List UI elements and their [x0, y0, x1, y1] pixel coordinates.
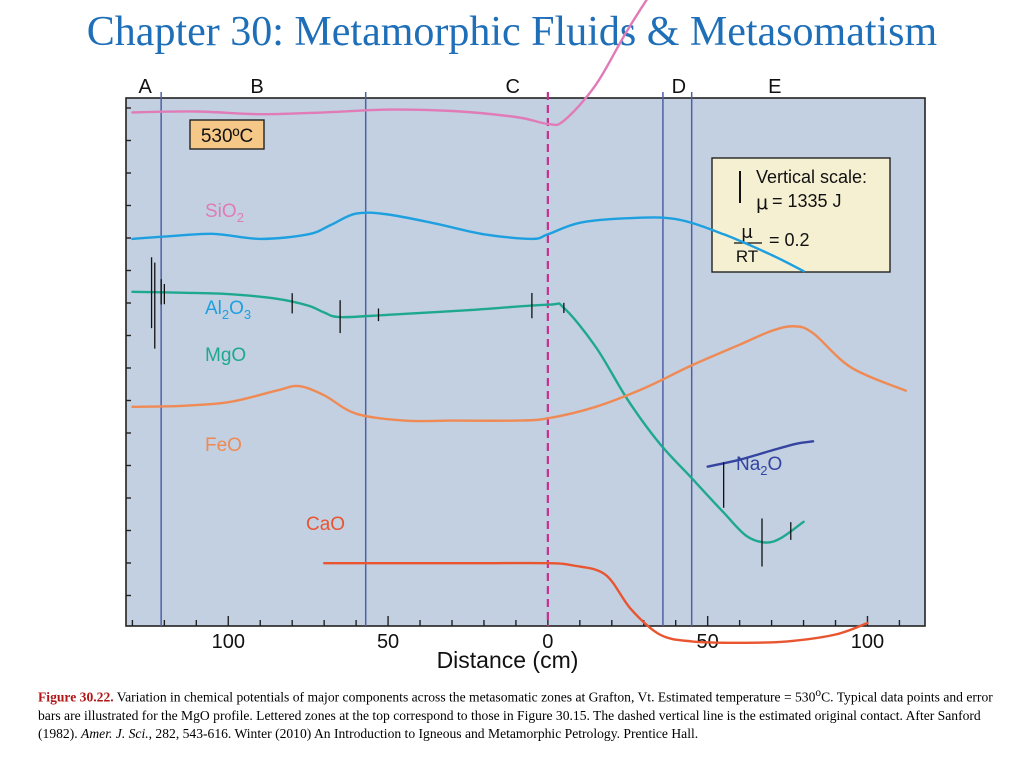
scale-title: Vertical scale: [756, 167, 867, 187]
scale-fraction-denominator: RT [736, 247, 758, 266]
series-label-sio: SiO2 [205, 201, 244, 225]
series-label-al: Al2O3 [205, 298, 251, 322]
temperature-box [189, 119, 265, 150]
series-line-feo [131, 325, 907, 423]
x-tick-label-4: 100 [851, 631, 884, 653]
scale-box [711, 157, 891, 273]
zone-label-b: B [250, 76, 263, 98]
caption-text-1: Variation in chemical potentials of majo… [113, 689, 816, 705]
caption-text-2: C. Typical data points and error bars ar… [38, 689, 993, 741]
series-label-cao: CaO [306, 514, 345, 535]
figure-caption: Figure 30.22. Variation in chemical pote… [38, 684, 1018, 743]
scale-fraction-numerator: μ [741, 222, 753, 243]
series-label-na: Na2O [736, 454, 782, 478]
page-title: Chapter 30: Metamorphic Fluids & Metasom… [86, 9, 938, 55]
x-tick-label-0: 100 [212, 631, 245, 653]
series-line-al [131, 211, 805, 273]
zone-label-d: D [672, 76, 686, 98]
figure-label: Figure 30.22. [38, 689, 114, 705]
series-line-sio [131, 0, 648, 127]
scale-mu: μ [756, 192, 768, 214]
zone-label-c: C [505, 76, 519, 98]
series-line-mgo [131, 290, 805, 544]
x-axis-label: Distance (cm) [437, 647, 579, 673]
x-tick-label-1: 50 [377, 631, 399, 653]
zone-label-a: A [139, 76, 153, 98]
series-label-mgo: MgO [205, 345, 246, 366]
caption-degree: o [815, 687, 822, 699]
temperature-label: 530ºC [201, 126, 253, 147]
zone-label-e: E [768, 76, 781, 98]
series-line-cao [323, 561, 869, 644]
scale-joules: = 1335 J [772, 191, 842, 211]
scale-rt-value: = 0.2 [769, 230, 810, 250]
series-label-feo: FeO [205, 435, 242, 456]
x-tick-label-2: 0 [542, 631, 553, 653]
series-line-na [706, 440, 815, 468]
caption-text-3: , 282, 543-616. Winter (2010) An Introdu… [148, 725, 699, 741]
caption-journal: Amer. J. Sci. [81, 725, 149, 741]
